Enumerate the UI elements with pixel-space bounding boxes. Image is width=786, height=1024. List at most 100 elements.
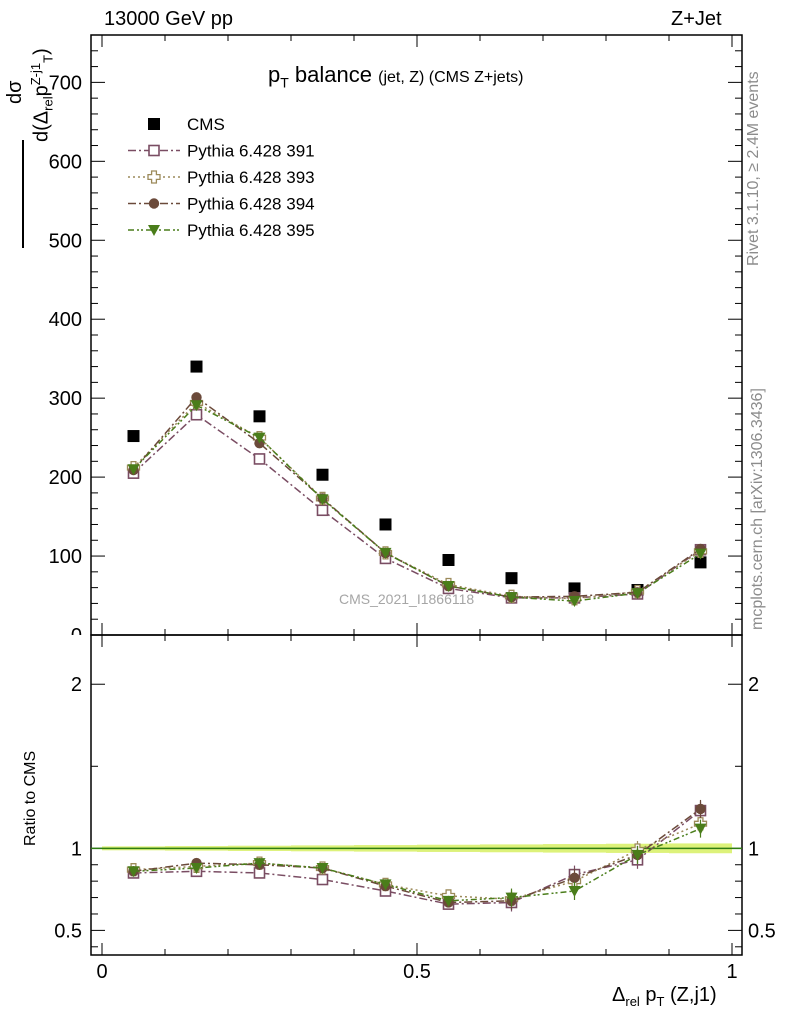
legend-marker-4: [148, 225, 160, 236]
main-point-4-0: [127, 464, 140, 476]
main-point-4-6: [505, 592, 518, 604]
ratio-point-3-0: [127, 866, 140, 878]
y-label-den-post: ): [30, 48, 53, 55]
ratio-y-label: Ratio to CMS: [22, 750, 39, 846]
ratio-point-2-7: [569, 872, 580, 884]
ratio-series-3: [127, 819, 707, 907]
main-series-line-1: [132, 413, 701, 599]
ratio-point-3-3: [316, 863, 329, 875]
rivet-label: Rivet 3.1.10, ≥ 2.4M events: [745, 71, 762, 266]
y-label-den-mid: p: [30, 85, 53, 97]
ratio-point-3-7: [568, 886, 581, 897]
y-tick-label-ratio-right-2: 2: [748, 674, 759, 696]
main-point-4-3: [316, 494, 329, 506]
y-tick-label-ratio-left-2: 2: [71, 674, 82, 696]
y-tick-label-ratio-right-1: 1: [748, 838, 759, 860]
main-point-4-2: [253, 432, 266, 444]
ratio-series-0: [127, 801, 707, 912]
x-tick-label-0: 0: [96, 961, 107, 983]
y-tick-label-ratio-left-0: 0.5: [54, 920, 82, 942]
y-label-den-sub2: T: [40, 54, 56, 63]
main-point-3-1: [191, 392, 202, 403]
legend-marker-1: [148, 144, 160, 157]
ratio-point-3-9: [694, 823, 707, 835]
main-point-1-3: [316, 504, 329, 517]
main-point-1-2: [253, 453, 266, 465]
plot-title-small: (jet, Z) (CMS Z+jets): [378, 69, 524, 86]
plot-title-p: p: [268, 62, 281, 87]
legend-marker-3: [148, 198, 160, 209]
y-tick-label-main-0: 0: [71, 625, 82, 647]
main-point-0-7: [568, 582, 581, 595]
plot-title: pT balance (jet, Z) (CMS Z+jets): [268, 62, 523, 90]
legend-label-1: Pythia 6.428 391: [187, 142, 315, 161]
x-label-post: (Z,j1): [664, 984, 717, 1006]
main-series-4: [127, 400, 707, 608]
main-point-0-6: [505, 572, 518, 585]
header-process: Z+Jet: [671, 8, 722, 30]
y-label-den-pre: d(Δ: [30, 110, 53, 142]
ratio-series-line-2: [133, 808, 701, 904]
mcplots-label: mcplots.cern.ch [arXiv:1306.3436]: [749, 388, 766, 630]
main-point-0-3: [316, 468, 329, 481]
main-point-4-7: [568, 596, 581, 608]
analysis-watermark: CMS_2021_I1866118: [339, 591, 475, 607]
header-energy: 13000 GeV pp: [104, 8, 233, 30]
x-axis-label: Δrel pT (Z,j1): [612, 984, 717, 1009]
plot-title-sub: T: [280, 74, 289, 91]
x-label-pre: Δ: [612, 984, 626, 1006]
main-point-0-2: [253, 410, 266, 423]
ratio-series-line-1: [133, 823, 701, 900]
y-tick-label-main-400: 400: [49, 309, 82, 331]
legend-label-0: CMS: [187, 115, 225, 134]
ratio-point-2-9: [695, 803, 706, 815]
ratio-point-3-4: [379, 879, 392, 891]
legend-label-3: Pythia 6.428 394: [187, 195, 315, 214]
ratio-point-3-8: [631, 849, 644, 861]
main-point-4-5: [442, 581, 455, 593]
main-point-0-0: [127, 430, 140, 443]
main-series-line-4: [132, 404, 701, 602]
x-tick-label-1: 0.5: [403, 961, 431, 983]
y-tick-label-main-500: 500: [49, 230, 82, 252]
ratio-series-line-3: [133, 827, 701, 902]
main-point-0-1: [190, 360, 203, 373]
main-point-0-5: [442, 554, 455, 566]
main-point-0-4: [379, 518, 392, 531]
main-series-1: [127, 408, 707, 604]
plot-title-balance: balance: [288, 62, 372, 87]
y-label-fraction-bar: [22, 140, 24, 248]
legend-marker-2: [147, 170, 161, 184]
ratio-point-0-3: [316, 873, 329, 886]
ratio-point-3-1: [190, 863, 203, 875]
legend-label-2: Pythia 6.428 393: [187, 168, 315, 187]
y-label-num: dσ: [4, 80, 26, 104]
y-axis-label: dσ d(ΔrelpZ-j1T): [0, 48, 60, 248]
x-label-mid: p: [639, 984, 657, 1006]
y-tick-label-main-100: 100: [49, 546, 82, 568]
y-tick-label-ratio-left-1: 1: [71, 838, 82, 860]
y-tick-label-main-200: 200: [49, 467, 82, 489]
x-tick-label-2: 1: [726, 961, 737, 983]
y-tick-label-main-300: 300: [49, 388, 82, 410]
y-tick-label-main-700: 700: [49, 72, 82, 94]
ratio-point-3-2: [253, 858, 266, 870]
main-series-3: [128, 392, 706, 603]
x-label-sub2: T: [656, 994, 665, 1009]
main-point-4-4: [379, 547, 392, 559]
main-series-line-3: [132, 396, 701, 598]
y-label-den-sub: rel: [40, 96, 56, 111]
ratio-point-3-5: [442, 895, 455, 907]
main-point-4-8: [631, 588, 644, 600]
main-point-4-9: [694, 548, 707, 560]
y-label-den-sup: Z-j1: [28, 62, 43, 86]
legend-marker-0: [148, 118, 160, 130]
y-tick-label-main-600: 600: [49, 151, 82, 173]
ratio-panel-frame: [90, 634, 743, 956]
ratio-series-line-0: [133, 809, 701, 905]
main-point-0-9: [694, 556, 707, 569]
main-series-0: [127, 360, 707, 596]
ratio-series-2: [128, 799, 706, 910]
x-label-sub: rel: [625, 994, 640, 1009]
